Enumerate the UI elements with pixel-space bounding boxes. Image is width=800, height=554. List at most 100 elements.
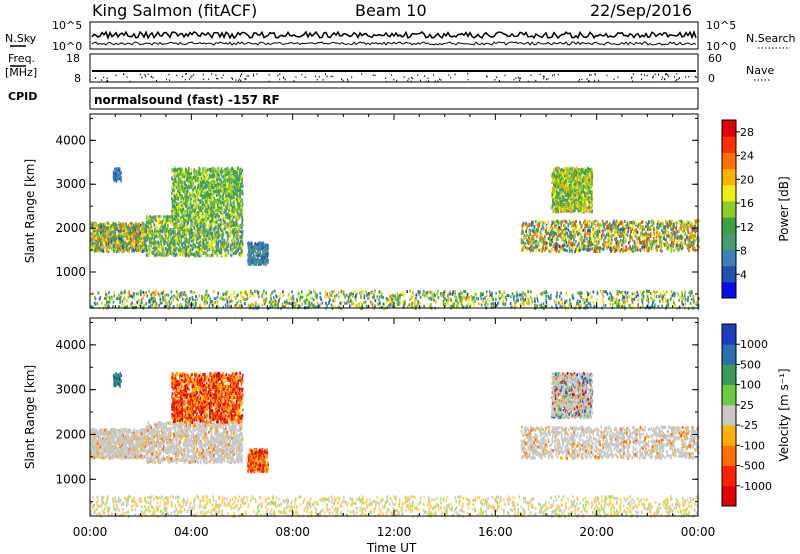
range-cell — [134, 224, 137, 228]
range-cell — [200, 225, 203, 229]
range-cell — [192, 236, 195, 240]
range-cell — [118, 249, 120, 253]
range-cell — [242, 184, 244, 188]
range-cell — [541, 220, 543, 224]
range-cell — [230, 253, 233, 257]
range-cell — [170, 244, 173, 248]
range-cell — [132, 240, 134, 244]
range-cell — [258, 258, 261, 262]
range-cell — [200, 221, 202, 225]
range-cell — [194, 187, 197, 191]
range-cell — [179, 174, 181, 178]
range-cell — [200, 180, 203, 184]
range-cell — [139, 223, 142, 227]
range-cell — [192, 247, 194, 250]
range-cell — [204, 232, 206, 236]
range-cell — [228, 216, 231, 220]
range-cell — [100, 223, 102, 227]
range-cell — [195, 218, 197, 222]
range-cell — [119, 229, 121, 233]
range-cell — [190, 205, 192, 209]
nave-dot — [216, 77, 218, 80]
range-cell — [144, 239, 146, 243]
range-cell — [230, 173, 232, 177]
range-cell — [128, 239, 130, 243]
range-cell — [186, 243, 188, 247]
range-cell — [239, 224, 241, 228]
range-cell — [174, 210, 177, 214]
range-cell — [238, 175, 240, 179]
range-cell — [213, 167, 215, 170]
range-cell — [137, 233, 140, 237]
range-cell — [196, 212, 198, 216]
range-cell — [147, 221, 150, 225]
range-cell — [204, 199, 206, 203]
range-cell — [97, 228, 100, 232]
range-cell — [179, 179, 182, 183]
range-cell — [179, 169, 182, 173]
range-cell — [100, 233, 102, 237]
range-cell — [232, 182, 234, 186]
range-cell — [169, 229, 172, 233]
nave-dot — [322, 79, 324, 81]
range-cell — [139, 235, 142, 239]
range-cell — [201, 245, 203, 249]
range-cell — [236, 205, 238, 209]
range-cell — [224, 187, 226, 191]
range-cell — [215, 233, 218, 237]
range-cell — [159, 252, 162, 256]
range-cell — [207, 205, 210, 209]
range-cell — [165, 215, 167, 219]
range-cell — [203, 191, 206, 195]
range-cell — [206, 253, 209, 257]
range-cell — [181, 171, 184, 174]
range-cell — [186, 227, 189, 231]
range-cell — [184, 247, 186, 251]
range-cell — [165, 252, 168, 256]
range-cell — [229, 224, 231, 228]
range-cell — [154, 235, 156, 239]
range-cell — [197, 183, 200, 187]
range-cell — [236, 203, 239, 207]
range-cell — [210, 198, 212, 202]
range-cell — [122, 231, 125, 235]
range-cell — [118, 173, 121, 177]
nave-dot — [547, 78, 549, 80]
range-cell — [106, 227, 109, 231]
range-cell — [114, 225, 117, 229]
range-cell — [266, 249, 269, 253]
range-cell — [183, 228, 186, 232]
range-cell — [216, 176, 218, 180]
nave-dot — [244, 78, 246, 80]
range-cell — [185, 175, 187, 179]
range-cell — [165, 236, 167, 240]
range-cell — [224, 224, 226, 228]
range-cell — [173, 169, 176, 173]
range-cell — [194, 185, 196, 189]
range-cell — [237, 205, 240, 209]
range-cell — [188, 206, 191, 210]
range-cell — [172, 212, 174, 216]
range-cell — [114, 227, 117, 231]
nave-dot — [241, 73, 242, 76]
range-cell — [198, 221, 200, 225]
range-cell — [216, 198, 219, 202]
range-cell — [99, 248, 101, 251]
range-cell — [116, 177, 119, 181]
range-cell — [159, 229, 161, 233]
range-cell — [177, 209, 179, 212]
nave-dot — [535, 79, 537, 82]
range-cell — [624, 225, 626, 228]
range-cell — [186, 218, 188, 222]
range-cell — [176, 193, 178, 197]
range-cell — [247, 260, 249, 264]
range-cell — [202, 173, 204, 177]
range-cell — [165, 234, 167, 238]
nave-dot — [193, 74, 195, 76]
range-cell — [176, 247, 179, 251]
range-cell — [237, 233, 240, 236]
range-cell — [231, 242, 234, 246]
range-cell — [208, 214, 211, 217]
range-cell — [163, 215, 165, 219]
range-cell — [221, 182, 223, 186]
